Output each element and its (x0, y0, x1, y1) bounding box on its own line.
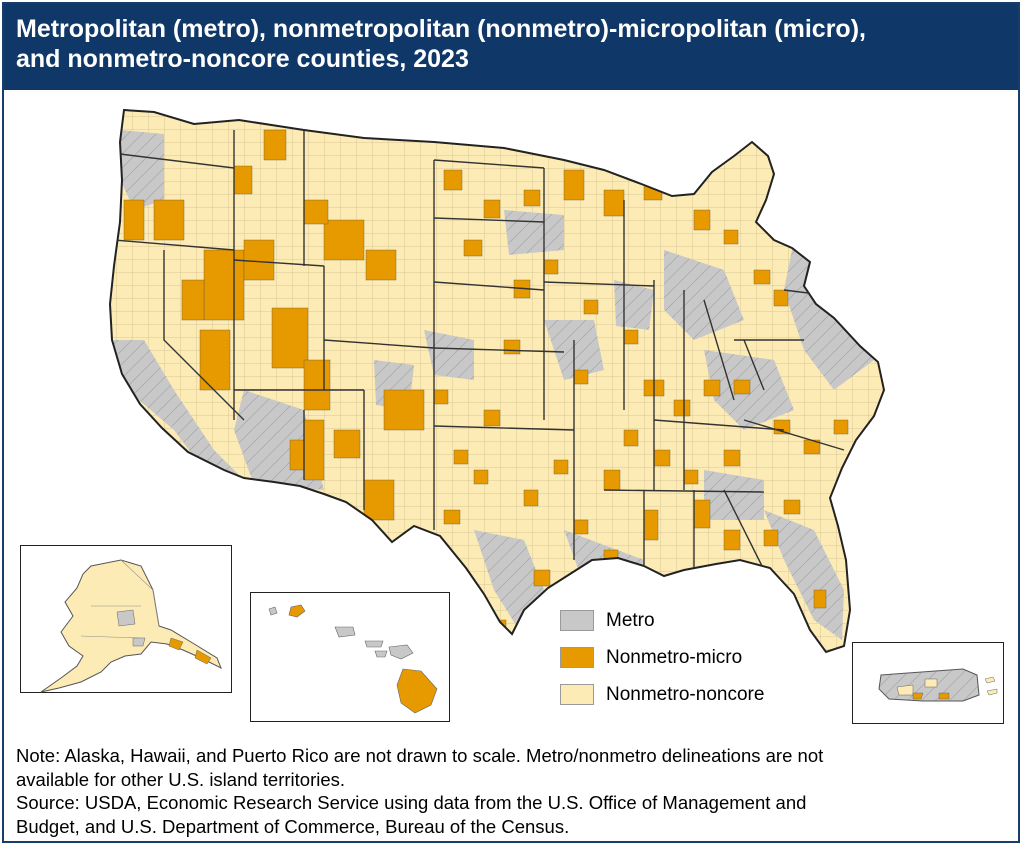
legend-label-nonmetro-noncore: Nonmetro-noncore (606, 684, 765, 705)
title-bar: Metropolitan (metro), nonmetropolitan (n… (4, 4, 1018, 90)
legend-swatch-nonmetro-noncore (560, 684, 594, 705)
title-line-1: Metropolitan (metro), nonmetropolitan (n… (16, 15, 866, 43)
source-line-2: Budget, and U.S. Department of Commerce,… (16, 815, 570, 837)
title-line-2: and nonmetro-noncore counties, 2023 (16, 45, 469, 73)
legend-item-nonmetro-noncore: Nonmetro-noncore (560, 682, 820, 708)
legend-swatch-nonmetro-micro (560, 647, 594, 668)
puerto-rico-inset (852, 642, 1004, 724)
hawaii-inset (250, 592, 450, 722)
map-area: Metro Nonmetro-micro Nonmetro-noncore (4, 90, 1018, 740)
legend-label-nonmetro-micro: Nonmetro-micro (606, 647, 743, 668)
legend-swatch-metro (560, 610, 594, 631)
legend-item-metro: Metro (560, 608, 820, 634)
note-line-1: Note: Alaska, Hawaii, and Puerto Rico ar… (16, 745, 824, 766)
legend-label-metro: Metro (606, 610, 655, 631)
national-boundary (108, 108, 886, 654)
legend-item-nonmetro-micro: Nonmetro-micro (560, 645, 820, 671)
conus-map (108, 108, 886, 654)
source-line-1: Source: USDA, Economic Research Service … (16, 792, 807, 813)
alaska-inset (20, 545, 232, 693)
note-line-2: available for other U.S. island territor… (16, 768, 346, 790)
state-boundaries (113, 130, 884, 571)
notes-section: Note: Alaska, Hawaii, and Puerto Rico ar… (16, 744, 1006, 838)
